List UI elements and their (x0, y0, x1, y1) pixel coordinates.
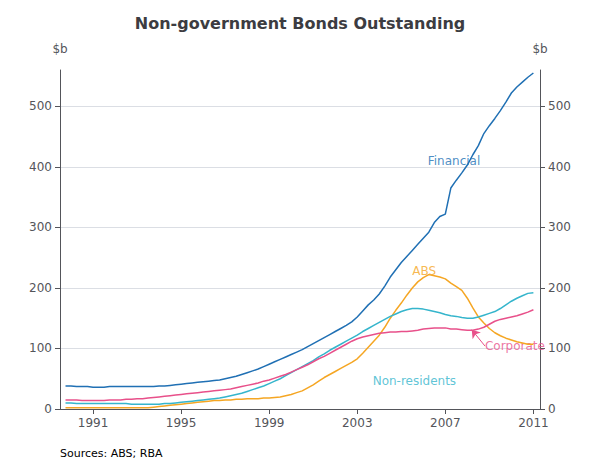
svg-text:500: 500 (29, 99, 52, 113)
svg-text:500: 500 (548, 99, 571, 113)
svg-text:1999: 1999 (254, 416, 285, 430)
svg-text:2003: 2003 (342, 416, 373, 430)
svg-text:400: 400 (29, 160, 52, 174)
svg-text:200: 200 (29, 281, 52, 295)
svg-text:$b: $b (52, 42, 67, 56)
svg-text:1991: 1991 (78, 416, 109, 430)
svg-text:0: 0 (548, 402, 556, 416)
svg-text:100: 100 (29, 341, 52, 355)
svg-text:400: 400 (548, 160, 571, 174)
svg-text:Financial: Financial (427, 153, 481, 168)
svg-text:200: 200 (548, 281, 571, 295)
svg-text:Non-government Bonds Outstandi: Non-government Bonds Outstanding (135, 14, 465, 33)
svg-text:2011: 2011 (518, 416, 549, 430)
svg-text:300: 300 (548, 220, 571, 234)
svg-text:Non-residents: Non-residents (373, 374, 456, 388)
svg-text:ABS: ABS (412, 264, 437, 278)
svg-text:Corporate: Corporate (485, 339, 545, 353)
svg-text:2007: 2007 (430, 416, 461, 430)
svg-text:Sources: ABS; RBA: Sources: ABS; RBA (60, 447, 163, 460)
svg-text:$b: $b (532, 42, 547, 56)
svg-text:100: 100 (548, 341, 571, 355)
svg-text:0: 0 (44, 402, 52, 416)
svg-text:300: 300 (29, 220, 52, 234)
svg-text:1995: 1995 (166, 416, 197, 430)
